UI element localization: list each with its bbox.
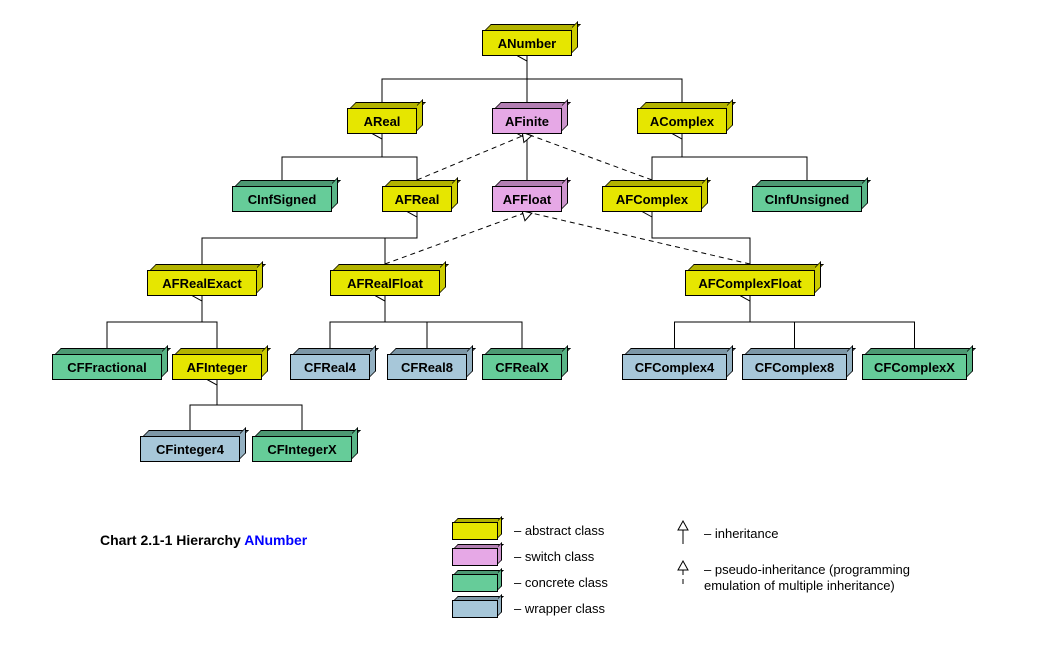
edge-AFRealFloat-to-AFReal [385,212,417,264]
node-CFFractional: CFFractional [52,354,162,380]
node-label: CFReal4 [290,354,370,380]
chart-caption: Chart 2.1-1 Hierarchy ANumber [100,532,307,548]
legend-label-wrapper: – wrapper class [514,601,605,616]
edge-CFComplex8-to-AFComplexFloat [750,296,795,348]
caption-text: Chart 2.1-1 Hierarchy [100,532,244,548]
node-AFReal: AFReal [382,186,452,212]
edge-CFReal8-to-AFRealFloat [385,296,427,348]
node-CFReal4: CFReal4 [290,354,370,380]
node-label: AFFloat [492,186,562,212]
node-CFComplexX: CFComplexX [862,354,967,380]
node-CFComplex8: CFComplex8 [742,354,847,380]
edge-CFFractional-to-AFRealExact [107,296,202,348]
edge-CFComplexX-to-AFComplexFloat [750,296,915,348]
node-CFIntegerX: CFIntegerX [252,436,352,462]
edge-CFComplex4-to-AFComplexFloat [675,296,751,348]
node-label: AFReal [382,186,452,212]
node-AReal: AReal [347,108,417,134]
node-ANumber: ANumber [482,30,572,56]
node-label: CFComplex8 [742,354,847,380]
node-CInfUnsigned: CInfUnsigned [752,186,862,212]
node-label: CFComplex4 [622,354,727,380]
legend-label-abstract: – abstract class [514,523,604,538]
node-CFinteger4: CFinteger4 [140,436,240,462]
node-label: CFIntegerX [252,436,352,462]
legend-label-concrete: – concrete class [514,575,608,590]
legend-arrow-pseudo-icon [670,560,696,586]
node-label: AComplex [637,108,727,134]
legend-swatch-switch [452,548,498,566]
node-label: AFinite [492,108,562,134]
legend-swatch-abstract [452,522,498,540]
edge-CFIntegerX-to-AFInteger [217,380,302,430]
edge-CFRealX-to-AFRealFloat [385,296,522,348]
legend-swatch-concrete [452,574,498,592]
node-label: AReal [347,108,417,134]
node-label: CFReal8 [387,354,467,380]
edge-CInfUnsigned-to-AComplex [682,134,807,180]
node-AFRealFloat: AFRealFloat [330,270,440,296]
legend-swatch-wrapper [452,600,498,618]
edge-AFInteger-to-AFRealExact [202,296,217,348]
node-AFInteger: AFInteger [172,354,262,380]
node-CFRealX: CFRealX [482,354,562,380]
edge-CFinteger4-to-AFInteger [190,380,217,430]
edge-AComplex-to-ANumber [527,56,682,102]
legend-arrow-pseudo-label-2: emulation of multiple inheritance) [704,578,895,593]
edge-AFComplex-to-AComplex [652,134,682,180]
node-label: AFInteger [172,354,262,380]
node-AFRealExact: AFRealExact [147,270,257,296]
node-AFFloat: AFFloat [492,186,562,212]
edge-CInfSigned-to-AReal [282,134,382,180]
edge-AFRealFloat-to-AFFloat [385,212,527,264]
edge-AFRealExact-to-AFReal [202,212,417,264]
legend-arrow-pseudo-label-1: – pseudo-inheritance (programming [704,562,910,577]
node-label: AFComplexFloat [685,270,815,296]
node-label: CFComplexX [862,354,967,380]
caption-link[interactable]: ANumber [244,532,307,548]
edge-AFComplexFloat-to-AFComplex [652,212,750,264]
node-label: CInfSigned [232,186,332,212]
node-label: CFRealX [482,354,562,380]
legend-arrow-inheritance-icon [670,520,696,546]
node-AComplex: AComplex [637,108,727,134]
edge-AFReal-to-AReal [382,134,417,180]
node-label: ANumber [482,30,572,56]
legend-label-switch: – switch class [514,549,594,564]
node-label: CInfUnsigned [752,186,862,212]
node-CInfSigned: CInfSigned [232,186,332,212]
node-label: CFinteger4 [140,436,240,462]
node-CFComplex4: CFComplex4 [622,354,727,380]
legend-arrow-inheritance-label: – inheritance [704,526,778,541]
edge-AReal-to-ANumber [382,56,527,102]
node-label: AFComplex [602,186,702,212]
edge-AFComplex-to-AFinite [527,134,652,180]
node-AFinite: AFinite [492,108,562,134]
node-label: AFRealExact [147,270,257,296]
edge-AFComplexFloat-to-AFFloat [527,212,750,264]
node-label: CFFractional [52,354,162,380]
node-label: AFRealFloat [330,270,440,296]
node-CFReal8: CFReal8 [387,354,467,380]
edge-CFReal4-to-AFRealFloat [330,296,385,348]
edge-AFReal-to-AFinite [417,134,527,180]
node-AFComplex: AFComplex [602,186,702,212]
node-AFComplexFloat: AFComplexFloat [685,270,815,296]
